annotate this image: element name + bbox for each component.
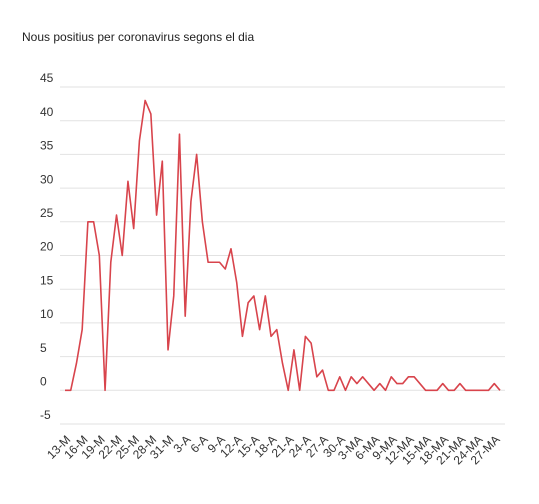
y-tick-label: 5	[40, 341, 47, 355]
chart-title: Nous positius per coronavirus segons el …	[22, 30, 254, 44]
y-tick-label: 15	[40, 273, 54, 287]
y-tick-label: 10	[40, 307, 54, 321]
y-tick-label: 40	[40, 105, 54, 119]
y-tick-label: 0	[40, 374, 47, 388]
y-tick-label: 30	[40, 172, 54, 186]
data-line	[65, 99, 501, 392]
y-tick-label: -5	[40, 408, 51, 422]
y-tick-label: 35	[40, 139, 54, 153]
y-tick-label: 25	[40, 206, 54, 220]
y-tick-label: 20	[40, 240, 54, 254]
y-tick-label: 45	[40, 71, 54, 85]
